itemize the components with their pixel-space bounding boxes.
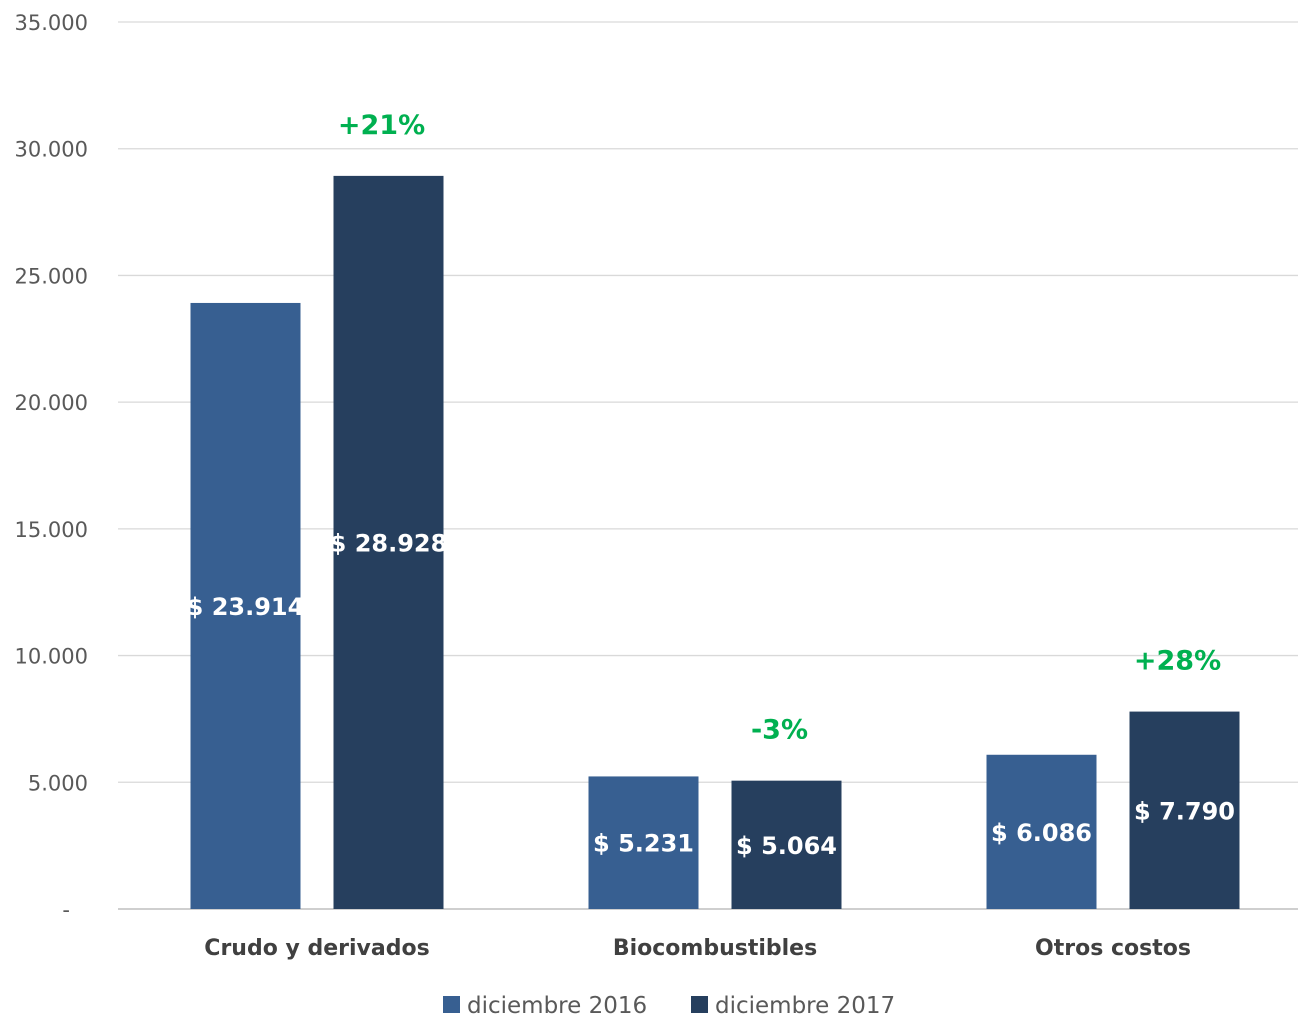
category-label: Biocombustibles — [613, 936, 817, 961]
y-tick-label: 30.000 — [15, 138, 88, 162]
bar-value-label: $ 7.790 — [1134, 797, 1235, 825]
bar — [1129, 711, 1240, 909]
bar-value-label: $ 5.064 — [736, 832, 837, 860]
legend-swatch — [691, 996, 708, 1013]
y-axis-ticks: - 5.000 10.000 15.000 20.000 25.000 30.000 35.0… — [15, 11, 88, 922]
y-tick-label: 35.000 — [15, 11, 88, 35]
value-labels: $ 23.914 $ 5.231 $ 6.086 $ 28.928 $ 5.064 $ 7… — [187, 529, 1235, 859]
legend-label: diciembre 2017 — [715, 993, 895, 1017]
bar — [986, 754, 1097, 909]
y-tick-label: 15.000 — [15, 518, 88, 542]
bar-value-label: $ 5.231 — [593, 830, 694, 858]
bar — [588, 776, 699, 909]
bar-value-label: $ 6.086 — [991, 819, 1092, 847]
y-tick-label: - — [62, 898, 70, 922]
y-tick-label: 25.000 — [15, 264, 88, 288]
change-annotation: -3% — [751, 715, 808, 746]
legend: diciembre 2016 diciembre 2017 — [443, 993, 895, 1019]
y-tick-label: 5.000 — [28, 771, 88, 795]
bar — [731, 780, 842, 909]
legend-swatch — [443, 996, 460, 1013]
category-label: Otros costos — [1035, 936, 1191, 961]
bar — [190, 302, 301, 909]
gridlines — [118, 21, 1298, 910]
y-tick-label: 10.000 — [15, 645, 88, 669]
change-annotations: +21% -3% +28% — [338, 110, 1221, 746]
legend-label: diciembre 2016 — [467, 993, 647, 1017]
change-annotation: +28% — [1134, 646, 1221, 677]
y-tick-label: 20.000 — [15, 391, 88, 415]
change-annotation: +21% — [338, 110, 425, 141]
bar-value-label: $ 28.928 — [330, 529, 448, 557]
category-label: Crudo y derivados — [204, 936, 429, 961]
bar-value-label: $ 23.914 — [187, 593, 305, 621]
bar — [333, 175, 444, 909]
bars — [190, 175, 1240, 909]
x-axis-categories: Crudo y derivados Biocombustibles Otros co… — [204, 936, 1191, 961]
